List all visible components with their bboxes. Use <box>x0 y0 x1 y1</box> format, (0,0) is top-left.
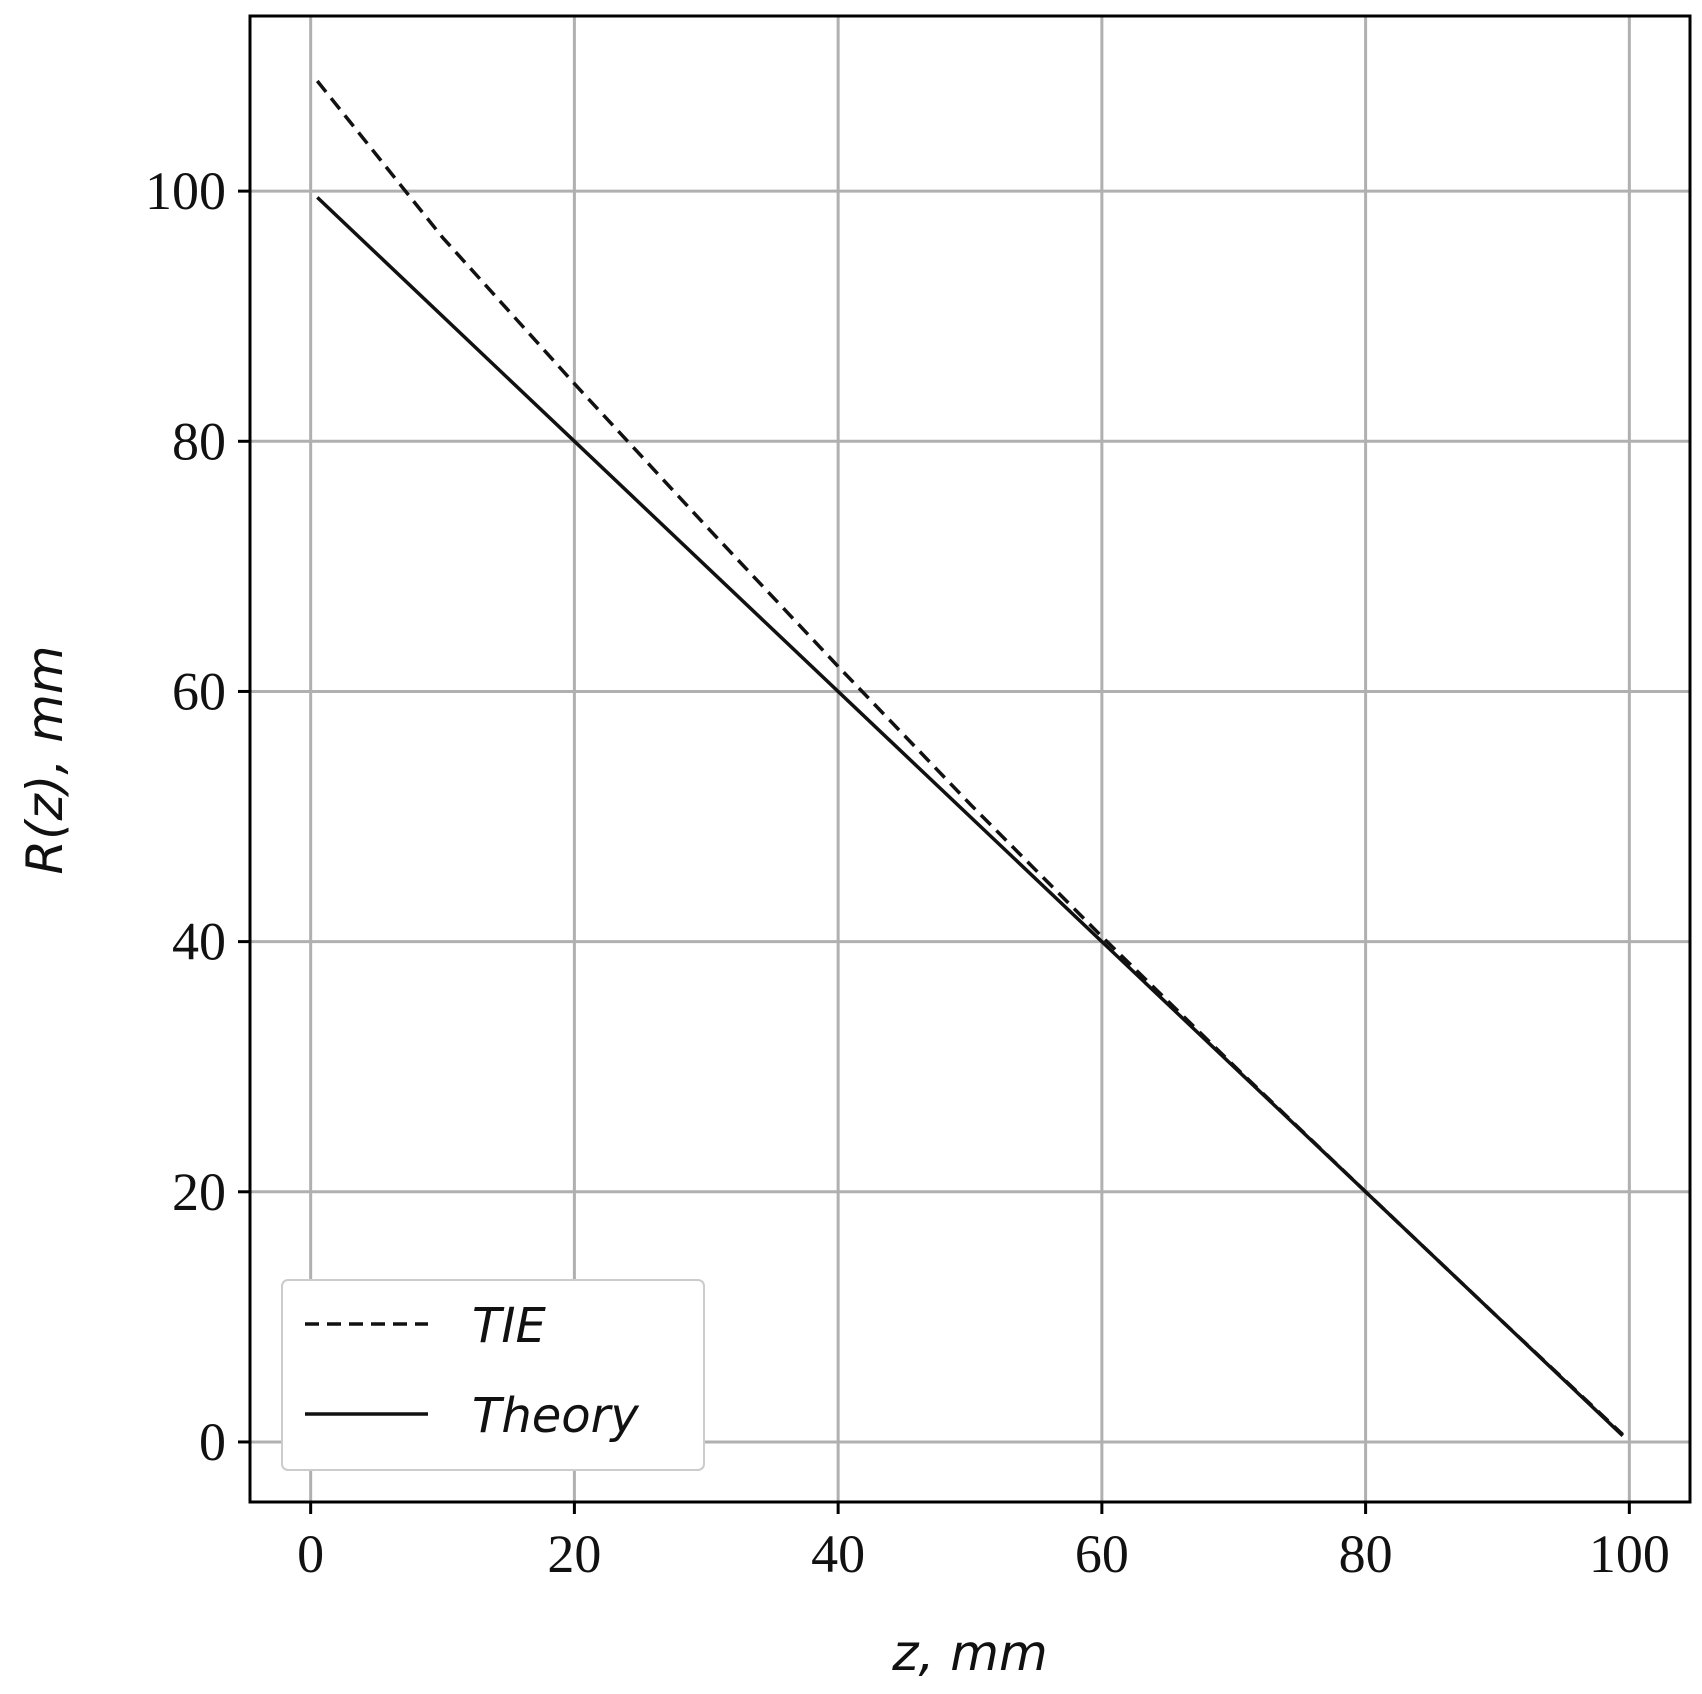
x-tick-label-4: 80 <box>1339 1524 1393 1584</box>
y-axis-label: R(z), mm <box>16 645 74 874</box>
y-tick-label-4: 80 <box>172 411 226 471</box>
x-axis-label: z, mm <box>891 1624 1047 1682</box>
y-tick-label-5: 100 <box>145 161 226 221</box>
plot-series <box>315 79 1624 1437</box>
x-tick-label-0: 0 <box>297 1524 324 1584</box>
series-line-tie <box>315 79 1624 1436</box>
x-tick-label-5: 100 <box>1589 1524 1670 1584</box>
y-tick-label-2: 40 <box>172 912 226 972</box>
y-tick-label-1: 20 <box>172 1162 226 1222</box>
axis-ticks: 0 20 40 60 80 100 0 20 40 60 80 100 <box>145 161 1670 1584</box>
y-tick-label-0: 0 <box>199 1412 226 1472</box>
legend-label-theory: Theory <box>472 1388 639 1444</box>
legend: TIE Theory <box>281 1279 705 1471</box>
legend-label-tie: TIE <box>472 1298 546 1354</box>
y-tick-label-3: 60 <box>172 661 226 721</box>
x-tick-label-1: 20 <box>547 1524 601 1584</box>
x-tick-label-2: 40 <box>811 1524 865 1584</box>
grid <box>250 16 1690 1502</box>
plot-frame <box>248 14 1692 1504</box>
x-tick-label-3: 60 <box>1075 1524 1129 1584</box>
series-line-theory <box>316 196 1624 1437</box>
legend-box <box>281 1279 705 1471</box>
